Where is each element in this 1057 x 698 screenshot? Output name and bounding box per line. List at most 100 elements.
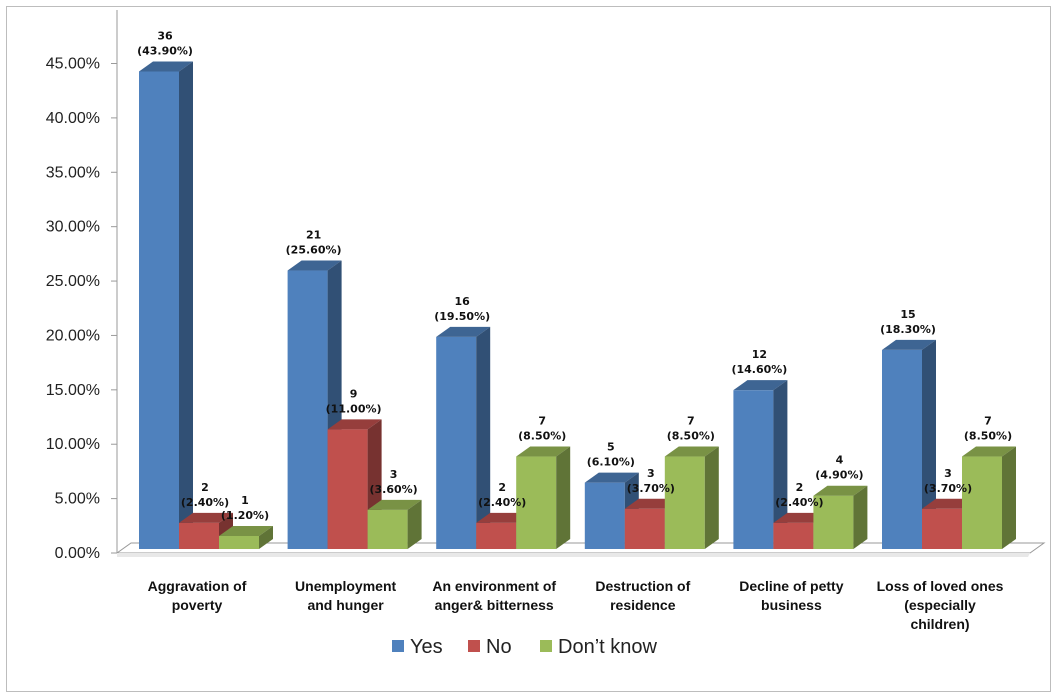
data-label-count: 4	[836, 454, 844, 467]
bar	[219, 525, 273, 549]
x-category-label: children)	[910, 616, 969, 632]
bar-top	[367, 499, 422, 510]
data-label-percent: (8.50%)	[964, 430, 1012, 443]
bar-top	[882, 339, 936, 350]
data-labels: 36(43.90%)21(25.60%)16(19.50%)5(6.10%)12…	[137, 29, 1012, 521]
data-label-count: 12	[752, 348, 767, 361]
y-tick-label: 40.00%	[46, 110, 100, 127]
x-category-label: An environment of	[432, 578, 556, 594]
bar-front	[287, 270, 328, 549]
x-category-label: residence	[610, 597, 676, 613]
bar-side	[259, 525, 273, 549]
data-label-count: 16	[455, 295, 471, 308]
y-tick-label: 15.00%	[46, 382, 100, 399]
bar-side	[853, 485, 868, 549]
bar-side	[704, 446, 719, 549]
data-label-percent: (25.60%)	[286, 244, 342, 257]
bar	[436, 326, 491, 549]
bar	[179, 512, 233, 549]
data-label-count: 5	[607, 441, 615, 454]
y-tick-label: 30.00%	[46, 219, 100, 236]
legend-swatch	[392, 640, 404, 652]
bar-front	[773, 522, 814, 549]
data-label-count: 7	[538, 415, 546, 428]
bars	[139, 61, 1016, 550]
y-tick-label: 35.00%	[46, 164, 100, 181]
bar-front	[624, 508, 665, 549]
data-label-percent: (19.50%)	[434, 310, 490, 323]
bar-top	[327, 419, 382, 430]
bar-front	[476, 522, 517, 549]
bar-top	[733, 380, 788, 391]
bar-front	[327, 429, 368, 549]
data-label-count: 9	[350, 387, 358, 400]
x-category-label: Decline of petty	[739, 578, 843, 594]
bar	[733, 380, 788, 549]
data-label-percent: (3.60%)	[369, 483, 417, 496]
data-label-count: 36	[157, 29, 173, 42]
legend: Yes No Don’t know	[392, 636, 657, 658]
data-label-percent: (4.90%)	[815, 469, 863, 482]
data-label-percent: (11.00%)	[326, 402, 382, 415]
bar-side	[1002, 446, 1016, 549]
bar-front	[882, 349, 922, 549]
data-label-percent: (8.50%)	[667, 430, 715, 443]
data-label-percent: (2.40%)	[181, 496, 229, 509]
bar-top	[287, 260, 342, 271]
bar-front	[219, 535, 259, 549]
x-category-label: Loss of loved ones	[877, 578, 1004, 594]
bar-top	[139, 61, 193, 72]
bar	[664, 446, 719, 549]
bar-front	[922, 508, 962, 549]
bar-front	[436, 336, 477, 549]
bar-front	[584, 482, 625, 549]
data-label-count: 2	[201, 481, 209, 494]
y-tick-label: 10.00%	[46, 436, 100, 453]
bar-side	[556, 446, 571, 549]
data-label-percent: (18.30%)	[880, 323, 936, 336]
bar	[287, 260, 342, 549]
bar-front	[664, 456, 705, 549]
legend-label: Don’t know	[558, 636, 657, 658]
data-label-count: 3	[390, 468, 398, 481]
data-label-percent: (3.70%)	[924, 482, 972, 495]
bar-front	[367, 509, 408, 549]
data-label-percent: (3.70%)	[627, 482, 675, 495]
y-tick-label: 45.00%	[46, 56, 100, 73]
bar-front	[962, 456, 1002, 549]
data-label-percent: (43.90%)	[137, 44, 193, 57]
bar-side	[407, 499, 422, 549]
y-tick-label: 0.00%	[55, 545, 100, 562]
data-label-count: 1	[241, 494, 249, 507]
bar	[882, 339, 936, 549]
bar-side	[922, 339, 936, 549]
bar	[962, 446, 1016, 549]
bar-top	[813, 485, 868, 496]
bar-top	[962, 446, 1016, 457]
data-label-percent: (14.60%)	[731, 363, 787, 376]
chart-frame	[6, 6, 1051, 692]
y-tick-label: 20.00%	[46, 327, 100, 344]
data-label-percent: (8.50%)	[518, 430, 566, 443]
data-label-count: 3	[647, 467, 655, 480]
data-label-count: 21	[306, 229, 321, 242]
legend-swatch	[540, 640, 552, 652]
bar-front	[733, 390, 774, 549]
bar-side	[179, 61, 193, 550]
axes: 0.00% 5.00% 10.00% 15.00% 20.00% 25.00% 30.00%…	[46, 10, 1046, 632]
data-label-count: 7	[984, 415, 992, 428]
bar-front	[179, 522, 219, 549]
bar-top	[219, 525, 273, 536]
data-label-count: 3	[944, 467, 952, 480]
bar-top	[516, 446, 571, 457]
legend-label: No	[486, 636, 512, 658]
bar-top	[664, 446, 719, 457]
x-category-label: Aggravation of	[148, 578, 247, 594]
bar	[516, 446, 571, 549]
x-category-label: (especially	[904, 597, 976, 613]
x-category-label: anger& bitterness	[435, 597, 554, 613]
bar-top	[584, 472, 639, 483]
data-label-count: 7	[687, 415, 695, 428]
chart-floor-edge	[117, 553, 1030, 557]
